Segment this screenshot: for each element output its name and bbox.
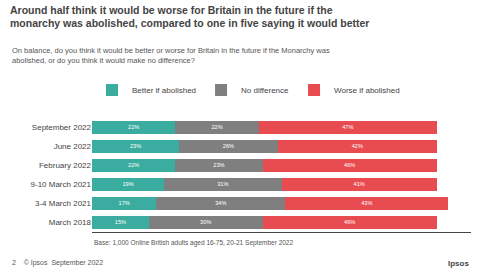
svg-text:15%: 15% <box>115 219 126 225</box>
svg-text:Worse if abolished: Worse if abolished <box>334 86 400 95</box>
svg-text:23%: 23% <box>130 143 141 149</box>
svg-text:30%: 30% <box>200 219 211 225</box>
svg-text:19%: 19% <box>122 181 133 187</box>
svg-text:22%: 22% <box>211 124 222 130</box>
svg-text:June 2022: June 2022 <box>54 142 92 151</box>
svg-text:34%: 34% <box>215 200 226 206</box>
svg-text:No difference: No difference <box>241 86 289 95</box>
svg-text:17%: 17% <box>119 200 130 206</box>
svg-text:26%: 26% <box>223 143 234 149</box>
svg-text:9-10 March 2021: 9-10 March 2021 <box>31 180 92 189</box>
svg-text:22%: 22% <box>128 162 139 168</box>
svg-text:2 © Ipsos September 2022: 2 © Ipsos September 2022 <box>12 259 103 267</box>
svg-text:Better if abolished: Better if abolished <box>132 86 196 95</box>
svg-text:43%: 43% <box>361 200 372 206</box>
svg-text:3-4 March 2021: 3-4 March 2021 <box>35 199 92 208</box>
svg-text:March 2018: March 2018 <box>49 218 92 227</box>
svg-text:23%: 23% <box>213 162 224 168</box>
svg-text:September 2022: September 2022 <box>32 123 92 132</box>
svg-text:47%: 47% <box>342 124 353 130</box>
svg-text:31%: 31% <box>217 181 228 187</box>
svg-text:Around half think it would be: Around half think it would be worse for … <box>10 4 369 30</box>
svg-text:Base: 1,000 Online British adu: Base: 1,000 Online British adults aged 1… <box>94 239 293 247</box>
svg-text:41%: 41% <box>354 181 365 187</box>
svg-text:February 2022: February 2022 <box>39 161 92 170</box>
svg-text:46%: 46% <box>344 219 355 225</box>
svg-text:22%: 22% <box>128 124 139 130</box>
svg-text:46%: 46% <box>344 162 355 168</box>
svg-text:On balance, do you think it wo: On balance, do you think it would be bet… <box>12 46 330 65</box>
svg-text:Ipsos: Ipsos <box>448 259 469 268</box>
svg-text:42%: 42% <box>352 143 363 149</box>
